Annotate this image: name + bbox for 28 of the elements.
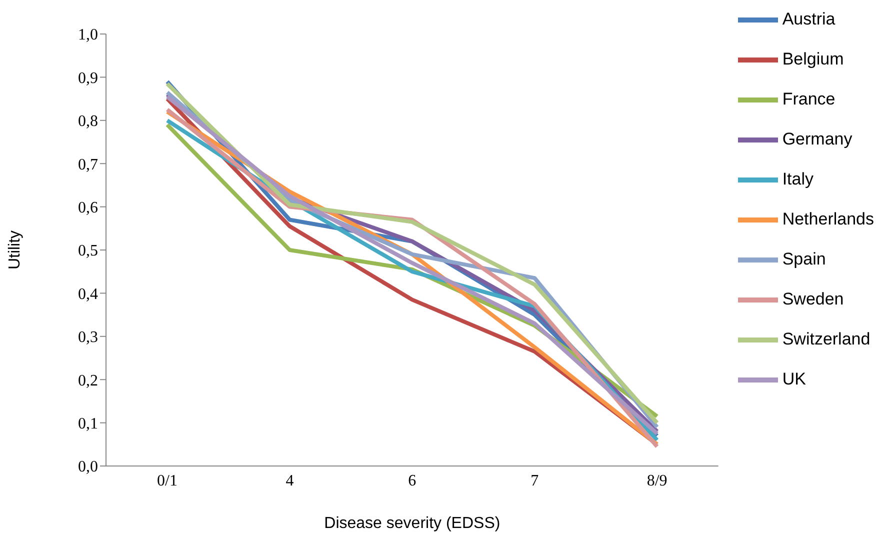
x-tick-label: 8/9 [646, 472, 668, 490]
legend-label: France [782, 89, 836, 108]
legend-label: UK [782, 369, 806, 388]
y-axis-title: Utility [6, 230, 24, 270]
legend-label: Switzerland [782, 329, 870, 348]
legend-label: Spain [782, 249, 826, 268]
x-tick-label: 6 [408, 472, 416, 490]
legend-label: Belgium [782, 49, 844, 68]
legend-label: Austria [782, 9, 836, 28]
y-tick-label: 0,3 [78, 329, 98, 346]
x-tick-label: 0/1 [157, 472, 178, 490]
legend-label: Sweden [782, 289, 844, 308]
legend-label: Italy [782, 169, 814, 188]
y-tick-label: 0,6 [78, 199, 98, 216]
legend-label: Netherlands [782, 209, 874, 228]
y-tick-label: 1,0 [78, 26, 98, 44]
x-tick-label: 4 [286, 472, 294, 490]
y-tick-label: 0,8 [78, 113, 98, 130]
y-tick-label: 0,0 [78, 458, 98, 476]
legend-label: Germany [782, 129, 852, 148]
y-tick-label: 0,9 [78, 70, 98, 87]
y-tick-label: 0,5 [78, 242, 98, 260]
y-tick-label: 0,1 [78, 415, 98, 432]
y-tick-label: 0,7 [78, 156, 98, 174]
y-tick-label: 0,4 [78, 286, 98, 303]
y-tick-label: 0,2 [78, 372, 98, 390]
x-axis-title: Disease severity (EDSS) [324, 515, 500, 532]
x-tick-label: 7 [530, 472, 539, 490]
